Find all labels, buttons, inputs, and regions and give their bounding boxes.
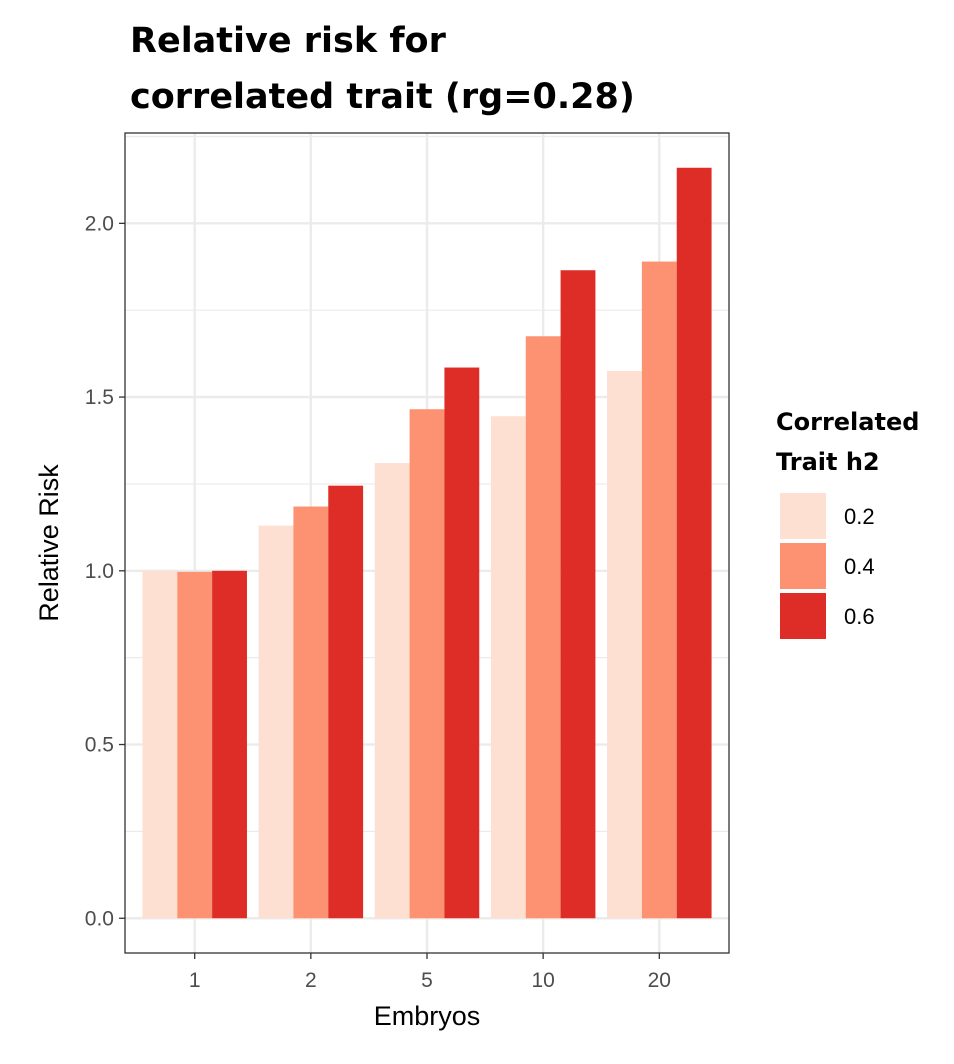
bar [293, 506, 329, 919]
y-tick-label: 0.0 [85, 907, 114, 930]
bar [409, 409, 445, 919]
y-tick-label: 1.0 [85, 560, 114, 583]
y-tick-label: 1.5 [85, 386, 114, 409]
bar [444, 367, 480, 919]
bar [328, 485, 364, 919]
legend-label: 0.4 [844, 554, 875, 579]
bar [560, 270, 596, 919]
legend-items: 0.2 0.4 0.6 [780, 493, 875, 639]
bar [374, 463, 410, 919]
y-tick-label: 0.5 [85, 734, 114, 757]
legend-title-line-1: Correlated [776, 408, 919, 436]
x-tick-label: 1 [189, 969, 201, 992]
chart-title-line-1: Relative risk for [130, 21, 447, 61]
bar [258, 525, 294, 919]
bar [212, 570, 247, 919]
y-tick-label: 2.0 [85, 212, 114, 235]
y-axis-title: Relative Risk [34, 464, 64, 622]
x-tick-label: 10 [531, 969, 554, 992]
x-tick-label: 2 [305, 969, 317, 992]
legend-key [780, 543, 826, 589]
bar [525, 336, 561, 919]
bar [676, 167, 712, 919]
x-tick-label: 5 [421, 969, 433, 992]
legend-title-line-2: Trait h2 [776, 448, 880, 476]
legend-label: 0.6 [844, 604, 875, 629]
x-tick-label: 20 [648, 969, 671, 992]
legend-key [780, 493, 826, 539]
bars [142, 167, 712, 919]
bar [177, 571, 213, 919]
legend-key [780, 593, 826, 639]
legend: Correlated Trait h2 0.2 0.4 0.6 [776, 408, 919, 639]
bar [142, 570, 178, 919]
bar [607, 371, 642, 919]
bar [641, 261, 677, 919]
legend-label: 0.2 [844, 504, 875, 529]
x-axis-title: Embryos [374, 1001, 481, 1031]
x-axis: 1 2 5 10 20 [189, 953, 671, 992]
bar [490, 416, 526, 919]
y-axis: 0.0 0.5 1.0 1.5 2.0 [85, 212, 125, 930]
chart-title-line-2: correlated trait (rg=0.28) [130, 77, 635, 117]
